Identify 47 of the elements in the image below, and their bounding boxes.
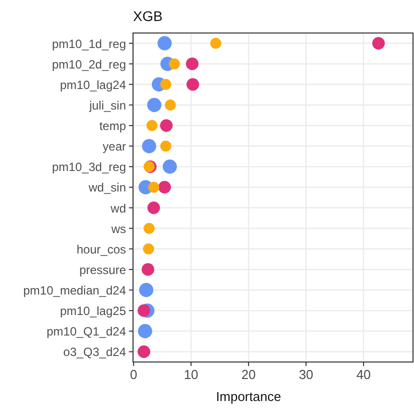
point [186, 58, 199, 70]
x-tick-label: 30 [298, 367, 314, 382]
y-tick-label: wd_sin [88, 180, 126, 195]
y-tick-label: pm10_1d_reg [52, 36, 126, 51]
x-tick-label: 10 [184, 367, 198, 382]
y-tick-label: ws [110, 222, 126, 236]
y-tick-label: pm10_median_d24 [23, 284, 126, 298]
y-tick-label: pm10_lag25 [60, 304, 126, 318]
point [210, 38, 222, 49]
point [148, 182, 160, 193]
y-tick-label: temp [99, 119, 126, 134]
point [143, 243, 154, 254]
y-tick-label: year [102, 140, 126, 154]
point [147, 201, 160, 214]
point [162, 160, 177, 174]
y-tick-label: pm10_lag24 [60, 78, 126, 92]
point [186, 78, 200, 91]
point [160, 119, 173, 132]
point [164, 99, 176, 110]
x-tick-label: 40 [356, 367, 371, 382]
point [142, 138, 156, 154]
y-tick-label: pm10_2d_reg [52, 57, 126, 72]
y-tick-label: hour_cos [76, 242, 126, 256]
y-tick-label: pm10_Q1_d24 [46, 324, 126, 339]
y-tick-label: juli_sin [88, 98, 126, 112]
point [372, 36, 385, 50]
point [158, 36, 172, 50]
point [158, 180, 171, 194]
point [160, 78, 172, 90]
point [160, 140, 172, 152]
x-tick-label: 0 [130, 367, 138, 382]
chart-title: XGB [133, 8, 163, 24]
point [138, 304, 150, 317]
y-tick-label: o3_Q3_d24 [63, 345, 126, 360]
point [139, 282, 154, 298]
x-axis-title: Importance [216, 389, 282, 404]
x-tick-label: 20 [241, 367, 256, 382]
point [142, 263, 154, 276]
point [138, 345, 150, 358]
y-tick-label: wd [110, 201, 126, 216]
y-tick-label: pm10_3d_reg [52, 160, 126, 174]
point [168, 58, 180, 70]
point [147, 98, 162, 112]
point [146, 120, 158, 132]
y-tick-label: pressure [79, 262, 126, 277]
point [144, 222, 155, 234]
point [138, 324, 152, 338]
